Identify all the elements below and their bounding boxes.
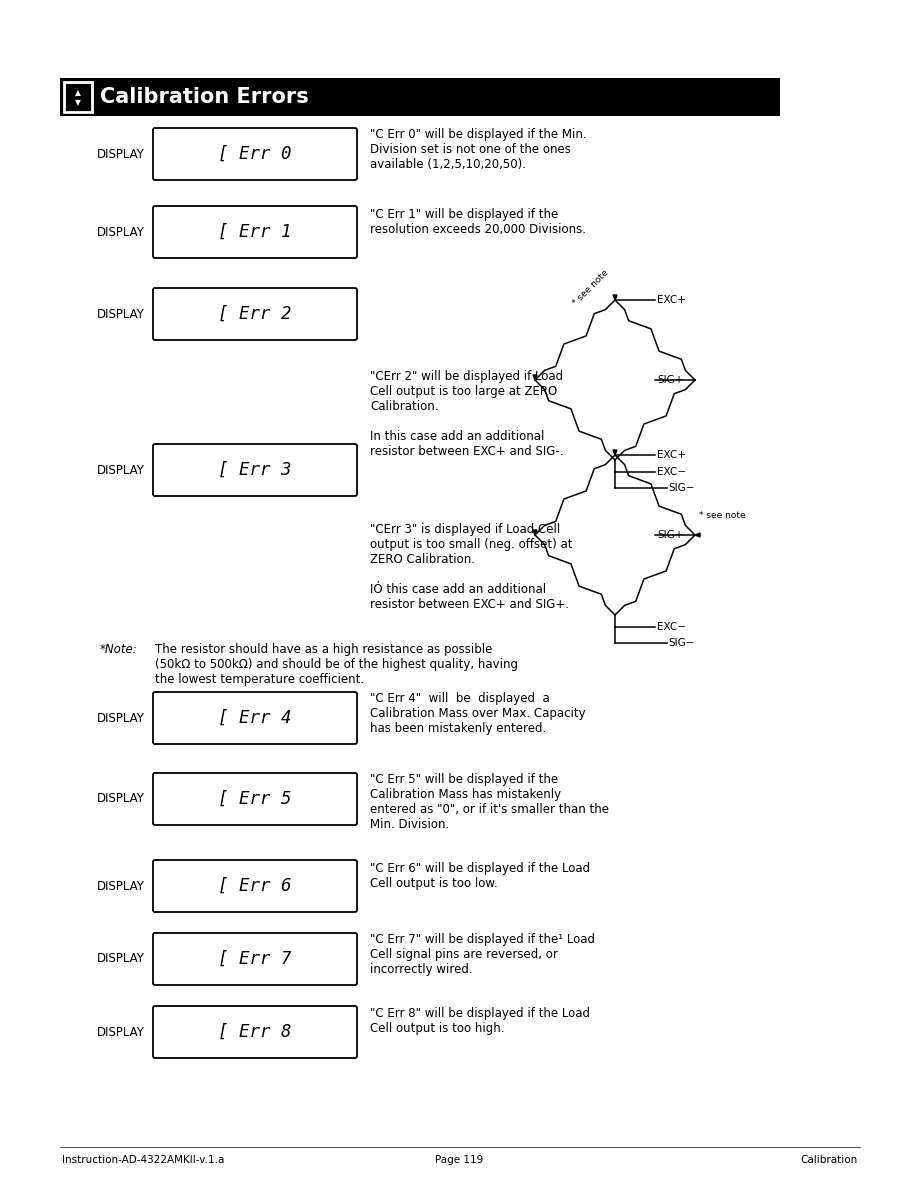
Text: [ Err 8: [ Err 8 [218,1023,292,1041]
Text: "C Err 7" will be displayed if the¹ Load
Cell signal pins are reversed, or
incor: "C Err 7" will be displayed if the¹ Load… [370,933,595,977]
FancyBboxPatch shape [153,206,357,258]
Text: [ Err 1: [ Err 1 [218,223,292,241]
Text: [ Err 5: [ Err 5 [218,790,292,808]
Text: "CErr 3" is displayed if Load Cell
output is too small (neg. offset) at
ZERO Cal: "CErr 3" is displayed if Load Cell outpu… [370,523,573,611]
Polygon shape [613,450,617,455]
Text: EXC−: EXC− [657,467,686,478]
Polygon shape [533,375,537,380]
Text: ▼: ▼ [75,99,81,107]
Text: DISPLAY: DISPLAY [97,1025,145,1038]
Text: Calibration: Calibration [800,1155,858,1165]
FancyBboxPatch shape [153,287,357,340]
Text: "C Err 6" will be displayed if the Load
Cell output is too low.: "C Err 6" will be displayed if the Load … [370,862,590,890]
FancyBboxPatch shape [153,773,357,824]
Text: [ Err 6: [ Err 6 [218,877,292,895]
Polygon shape [613,295,617,301]
Text: [ Err 3: [ Err 3 [218,461,292,479]
Text: "C Err 4"  will  be  displayed  a
Calibration Mass over Max. Capacity
has been m: "C Err 4" will be displayed a Calibratio… [370,691,586,735]
Text: SIG+: SIG+ [657,375,683,385]
Text: [ Err 2: [ Err 2 [218,305,292,323]
Text: "C Err 8" will be displayed if the Load
Cell output is too high.: "C Err 8" will be displayed if the Load … [370,1007,590,1035]
Text: "C Err 5" will be displayed if the
Calibration Mass has mistakenly
entered as "0: "C Err 5" will be displayed if the Calib… [370,773,609,830]
Text: * see note: * see note [571,268,610,308]
Text: [ Err 0: [ Err 0 [218,145,292,163]
Text: Instruction-AD-4322AMKII-v.1.a: Instruction-AD-4322AMKII-v.1.a [62,1155,224,1165]
Bar [64,82,92,112]
FancyBboxPatch shape [153,933,357,985]
Text: [ Err 4: [ Err 4 [218,709,292,727]
Text: EXC−: EXC− [657,623,686,632]
Bar [60,78,780,116]
Polygon shape [695,533,700,537]
Text: [ Err 7: [ Err 7 [218,950,292,968]
FancyBboxPatch shape [153,444,357,497]
FancyBboxPatch shape [153,860,357,912]
Text: Page 119: Page 119 [435,1155,483,1165]
Text: DISPLAY: DISPLAY [97,463,145,476]
Text: ▲: ▲ [75,88,81,97]
Text: DISPLAY: DISPLAY [97,792,145,805]
Text: * see note: * see note [699,511,745,519]
Text: EXC+: EXC+ [657,295,686,305]
Text: SIG−: SIG− [668,484,695,493]
FancyBboxPatch shape [153,1006,357,1059]
Text: "C Err 1" will be displayed if the
resolution exceeds 20,000 Divisions.: "C Err 1" will be displayed if the resol… [370,208,586,236]
FancyBboxPatch shape [153,691,357,744]
Text: *Note:: *Note: [100,643,138,656]
Text: DISPLAY: DISPLAY [97,147,145,160]
Text: The resistor should have as a high resistance as possible
(50kΩ to 500kΩ) and sh: The resistor should have as a high resis… [155,643,518,685]
Text: DISPLAY: DISPLAY [97,308,145,321]
Text: SIG+: SIG+ [657,530,683,541]
Polygon shape [533,530,537,535]
Text: DISPLAY: DISPLAY [97,953,145,966]
Text: "CErr 2" will be displayed if Load
Cell output is too large at ZERO
Calibration.: "CErr 2" will be displayed if Load Cell … [370,369,564,459]
Text: DISPLAY: DISPLAY [97,712,145,725]
Text: Calibration Errors: Calibration Errors [100,87,308,107]
Text: DISPLAY: DISPLAY [97,226,145,239]
Text: SIG−: SIG− [668,638,695,647]
Text: "C Err 0" will be displayed if the Min.
Division set is not one of the ones
avai: "C Err 0" will be displayed if the Min. … [370,128,587,171]
Text: DISPLAY: DISPLAY [97,879,145,892]
FancyBboxPatch shape [153,128,357,181]
Text: EXC+: EXC+ [657,450,686,460]
